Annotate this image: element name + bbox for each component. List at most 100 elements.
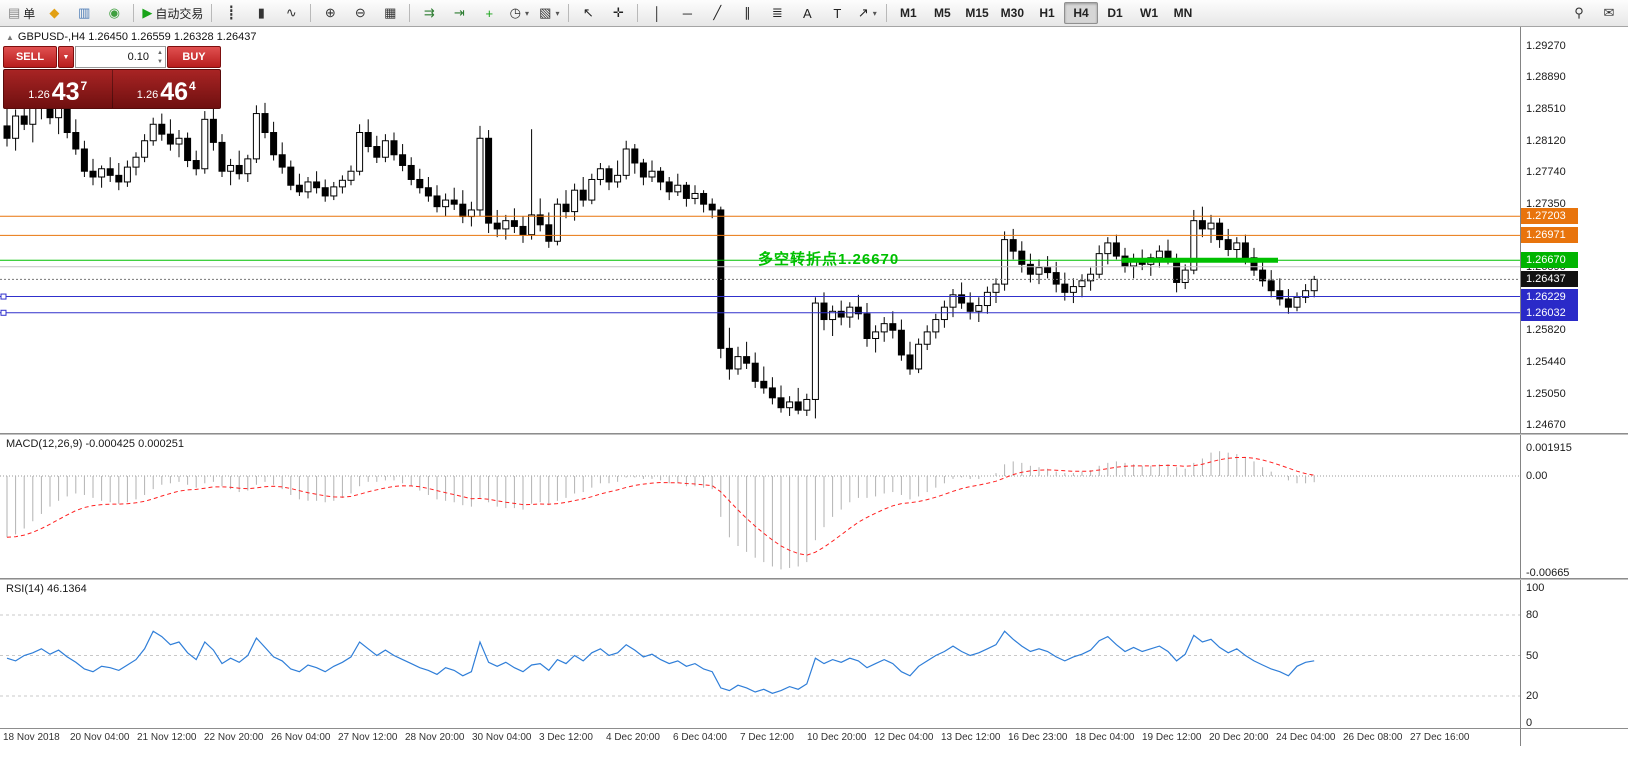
sell-price[interactable]: 1.26 43 7 <box>4 70 112 108</box>
tile-windows-button[interactable]: ▦ <box>375 1 405 25</box>
fibonacci-button[interactable]: ≣ <box>762 1 792 25</box>
time-axis[interactable]: 18 Nov 2018 20 Nov 04:00 21 Nov 12:00 22 No… <box>0 729 1520 746</box>
price-axis-label: 1.25820 <box>1526 324 1566 337</box>
timeframe-m30-button[interactable]: M30 <box>995 2 1030 24</box>
text-button[interactable]: A <box>792 1 822 25</box>
time-axis-separator <box>0 728 1628 729</box>
price-axis-label: 1.25050 <box>1526 387 1566 400</box>
cursor-icon: ↖ <box>582 5 594 20</box>
timeframe-w1-button[interactable]: W1 <box>1132 2 1166 24</box>
buy-button[interactable]: BUY <box>167 46 221 68</box>
rsi-indicator-panel[interactable] <box>0 580 1520 728</box>
macd-axis-label: -0.00665 <box>1526 567 1570 580</box>
rsi-axis-label: 100 <box>1526 582 1545 594</box>
rsi-axis-label: 20 <box>1526 690 1539 702</box>
search-button[interactable]: ⚲ <box>1564 1 1594 25</box>
rsi-panel-splitter[interactable] <box>0 578 1628 580</box>
bar-chart-icon: ┋ <box>227 5 236 20</box>
time-axis-label: 4 Dec 20:00 <box>606 732 660 743</box>
zoom-in-button[interactable]: ⊕ <box>315 1 345 25</box>
data-window-button[interactable]: ◉ <box>99 1 129 25</box>
new-order-button-label: 单 <box>23 6 36 21</box>
time-axis-label: 7 Dec 12:00 <box>740 732 794 743</box>
price-axis-label: 1.27740 <box>1526 166 1566 179</box>
time-axis-label: 20 Dec 20:00 <box>1209 732 1269 743</box>
timeframe-mn-button[interactable]: MN <box>1166 2 1200 24</box>
main-price-chart[interactable] <box>0 27 1520 433</box>
toolbar-separator <box>568 4 570 22</box>
trendline-button[interactable]: ╱ <box>702 1 732 25</box>
chevron-down-icon: ▾ <box>524 8 529 18</box>
chevron-down-icon: ▼ <box>62 53 70 61</box>
periods-icon: ◷ <box>509 5 521 20</box>
profiles-button[interactable]: ◆ <box>39 1 69 25</box>
timeframe-m15-button[interactable]: M15 <box>959 2 994 24</box>
volume-input[interactable]: 0.10 ▲ ▼ <box>75 46 166 68</box>
templates-button[interactable]: ▧ ▾ <box>534 1 564 25</box>
timeframe-m5-button[interactable]: M5 <box>925 2 959 24</box>
line-handle[interactable] <box>0 293 7 300</box>
line-chart-button[interactable]: ∿ <box>276 1 306 25</box>
crosshair-button[interactable]: ✛ <box>603 1 633 25</box>
price-badge: 1.27203 <box>1521 208 1578 225</box>
candlestick-chart-button[interactable]: ▮ <box>246 1 276 25</box>
sell-button[interactable]: SELL <box>3 46 57 68</box>
macd-panel-splitter[interactable] <box>0 433 1628 435</box>
rsi-label: RSI(14) 46.1364 <box>6 583 87 595</box>
chevron-down-icon: ▾ <box>555 8 560 18</box>
time-axis-label: 20 Nov 04:00 <box>70 732 130 743</box>
search-icon: ⚲ <box>1574 5 1584 20</box>
timeframe-h1-button[interactable]: H1 <box>1030 2 1064 24</box>
vertical-line-button[interactable]: │ <box>642 1 672 25</box>
time-axis-label: 13 Dec 12:00 <box>941 732 1001 743</box>
timeframe-h4-button[interactable]: H4 <box>1064 2 1099 24</box>
indicators-button[interactable]: + <box>474 1 504 25</box>
symbol-ohlc-text: GBPUSD-,H4 1.26450 1.26559 1.26328 1.264… <box>17 31 257 43</box>
data-window-icon: ◉ <box>108 5 120 20</box>
buy-price[interactable]: 1.26 46 4 <box>111 70 221 108</box>
time-axis-label: 19 Dec 12:00 <box>1142 732 1202 743</box>
auto-scroll-button[interactable]: ⇉ <box>414 1 444 25</box>
price-axis-label: 1.25440 <box>1526 355 1566 368</box>
profiles-icon: ◆ <box>49 5 60 20</box>
autotrading-icon: ▶ <box>142 5 153 20</box>
macd-histogram <box>6 451 1315 570</box>
new-order-button[interactable]: ▤ 单 <box>4 1 39 25</box>
line-handle[interactable] <box>0 309 7 316</box>
horizontal-line-button[interactable]: ─ <box>672 1 702 25</box>
buy-price-big: 46 <box>160 77 189 106</box>
symbol-info-line: ▲ GBPUSD-,H4 1.26450 1.26559 1.26328 1.2… <box>6 31 256 43</box>
arrows-button[interactable]: ↗ ▾ <box>852 1 882 25</box>
timeframe-m1-button[interactable]: M1 <box>891 2 925 24</box>
autotrading-button-label: 自动交易 <box>155 6 204 21</box>
macd-indicator-panel[interactable] <box>0 435 1520 578</box>
channel-button[interactable]: ∥ <box>732 1 762 25</box>
community-chat-button[interactable]: ✉ <box>1594 1 1624 25</box>
chart-shift-button[interactable]: ⇥ <box>444 1 474 25</box>
market-watch-button[interactable]: ▥ <box>69 1 99 25</box>
timeframe-m30-button-label: M30 <box>1000 6 1025 20</box>
volume-value: 0.10 <box>127 51 149 63</box>
autotrading-button[interactable]: ▶ 自动交易 <box>138 1 207 25</box>
time-axis-label: 22 Nov 20:00 <box>204 732 264 743</box>
time-axis-label: 6 Dec 04:00 <box>673 732 727 743</box>
periods-button[interactable]: ◷ ▾ <box>504 1 534 25</box>
one-click-panel-toggle-icon[interactable]: ▲ <box>6 32 14 42</box>
rsi-axis-label: 0 <box>1526 717 1533 729</box>
timeframe-d1-button[interactable]: D1 <box>1098 2 1132 24</box>
new-order-icon: ▤ <box>8 5 21 20</box>
price-axis-label: 1.28510 <box>1526 102 1566 115</box>
market-watch-icon: ▥ <box>78 5 91 20</box>
chart-shift-icon: ⇥ <box>453 5 465 20</box>
text-label-button[interactable]: T <box>822 1 852 25</box>
trade-options-dropdown[interactable]: ▼ <box>58 46 74 68</box>
cursor-button[interactable]: ↖ <box>573 1 603 25</box>
chevron-down-icon: ▾ <box>872 8 877 18</box>
price-axis-label: 1.28890 <box>1526 71 1566 84</box>
bar-chart-button[interactable]: ┋ <box>216 1 246 25</box>
price-axis[interactable]: 1.29270 1.28890 1.28510 1.28120 1.27740 1.273… <box>1520 27 1628 746</box>
time-axis-label: 3 Dec 12:00 <box>539 732 593 743</box>
zoom-out-button[interactable]: ⊖ <box>345 1 375 25</box>
trendline-icon: ╱ <box>713 5 722 20</box>
volume-stepper[interactable]: ▲ ▼ <box>157 48 163 66</box>
